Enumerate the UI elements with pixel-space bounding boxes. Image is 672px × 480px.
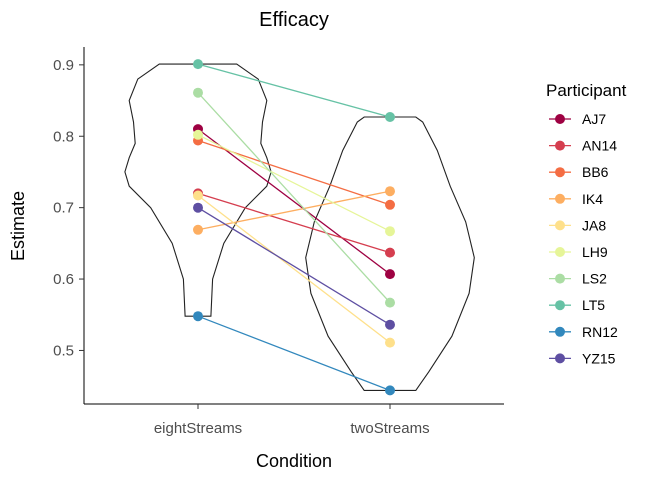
point-IK4-twoStreams (385, 186, 395, 197)
legend-item: LT5 (549, 297, 605, 313)
legend-item: AJ7 (549, 111, 606, 127)
line-LS2 (197, 92, 391, 304)
x-tick-label: eightStreams (154, 420, 242, 437)
point-LT5-twoStreams (385, 112, 395, 122)
violin-eightStreams (124, 63, 272, 317)
line-LT5 (197, 63, 391, 118)
x-axis-title: Condition (256, 451, 332, 471)
point-AJ7-twoStreams (385, 269, 395, 280)
legend-title: Participant (546, 81, 627, 100)
violin-twoStreams (305, 116, 475, 391)
x-axis-ticks: eightStreams twoStreams (154, 404, 430, 437)
legend-item: AN14 (549, 138, 617, 154)
line-BB6 (197, 139, 391, 206)
legend-label: AJ7 (582, 111, 606, 127)
y-axis-title: Estimate (8, 191, 28, 261)
participant-points (193, 59, 395, 396)
y-tick-label: 0.5 (53, 342, 74, 359)
point-JA8-twoStreams (385, 337, 395, 348)
point-IK4-eightStreams (193, 224, 203, 235)
point-LT5-eightStreams (193, 59, 203, 70)
legend-item: YZ15 (549, 350, 616, 366)
point-LS2-eightStreams (193, 87, 203, 98)
legend-label: AN14 (582, 138, 617, 154)
y-tick-label: 0.7 (53, 200, 74, 217)
line-LH9 (197, 134, 391, 232)
line-AN14 (197, 192, 391, 254)
legend-label: IK4 (582, 191, 603, 207)
legend-label: LT5 (582, 297, 605, 313)
chart-title: Efficacy (259, 9, 329, 31)
point-RN12-twoStreams (385, 385, 395, 396)
legend-label: LS2 (582, 271, 607, 287)
point-LS2-twoStreams (385, 297, 395, 308)
y-axis-ticks: 0.5 0.6 0.7 0.8 0.9 (53, 57, 84, 359)
legend-key-point (555, 220, 565, 231)
line-AJ7 (197, 128, 391, 275)
point-BB6-twoStreams (385, 199, 395, 210)
point-LH9-twoStreams (385, 226, 395, 237)
line-IK4 (197, 190, 391, 231)
point-LH9-eightStreams (193, 129, 203, 140)
legend-key-point (555, 247, 565, 257)
legend-key-point (555, 114, 565, 124)
legend-item: BB6 (549, 164, 609, 180)
legend-key-point (555, 326, 565, 337)
x-tick-label: twoStreams (350, 420, 429, 437)
legend-key-point (555, 140, 565, 151)
legend-item: LH9 (549, 244, 608, 260)
legend-item: IK4 (549, 191, 603, 207)
legend-key-point (555, 353, 565, 364)
legend-item: JA8 (549, 217, 606, 233)
legend-item: RN12 (549, 324, 618, 340)
point-YZ15-twoStreams (385, 319, 395, 330)
line-YZ15 (197, 207, 391, 326)
legend: Participant AJ7 AN14 BB6 IK4 JA8 LH9 LS2 LT5 RN1… (546, 81, 627, 366)
legend-label: JA8 (582, 217, 606, 233)
participant-lines (197, 63, 391, 392)
line-JA8 (197, 194, 391, 344)
violins (124, 63, 475, 391)
point-RN12-eightStreams (193, 311, 203, 322)
legend-label: BB6 (582, 164, 609, 180)
y-tick-label: 0.6 (53, 271, 74, 288)
y-tick-label: 0.9 (53, 57, 74, 74)
point-JA8-eightStreams (193, 190, 203, 201)
point-YZ15-eightStreams (193, 202, 203, 213)
legend-key-point (555, 167, 565, 178)
point-AN14-twoStreams (385, 247, 395, 258)
legend-label: LH9 (582, 244, 608, 260)
legend-item: LS2 (549, 271, 607, 287)
line-RN12 (197, 315, 391, 392)
legend-label: RN12 (582, 324, 618, 340)
legend-key-point (555, 273, 565, 284)
legend-key-point (555, 300, 565, 311)
y-tick-label: 0.8 (53, 128, 74, 145)
legend-key-point (555, 193, 565, 204)
legend-label: YZ15 (582, 350, 616, 366)
